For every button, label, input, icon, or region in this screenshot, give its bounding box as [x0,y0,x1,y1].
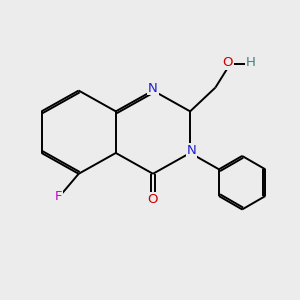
Text: H: H [245,56,255,69]
Text: O: O [148,193,158,206]
Text: N: N [148,82,158,95]
Text: O: O [223,56,233,69]
Text: N: N [187,144,196,157]
Text: F: F [55,190,62,203]
